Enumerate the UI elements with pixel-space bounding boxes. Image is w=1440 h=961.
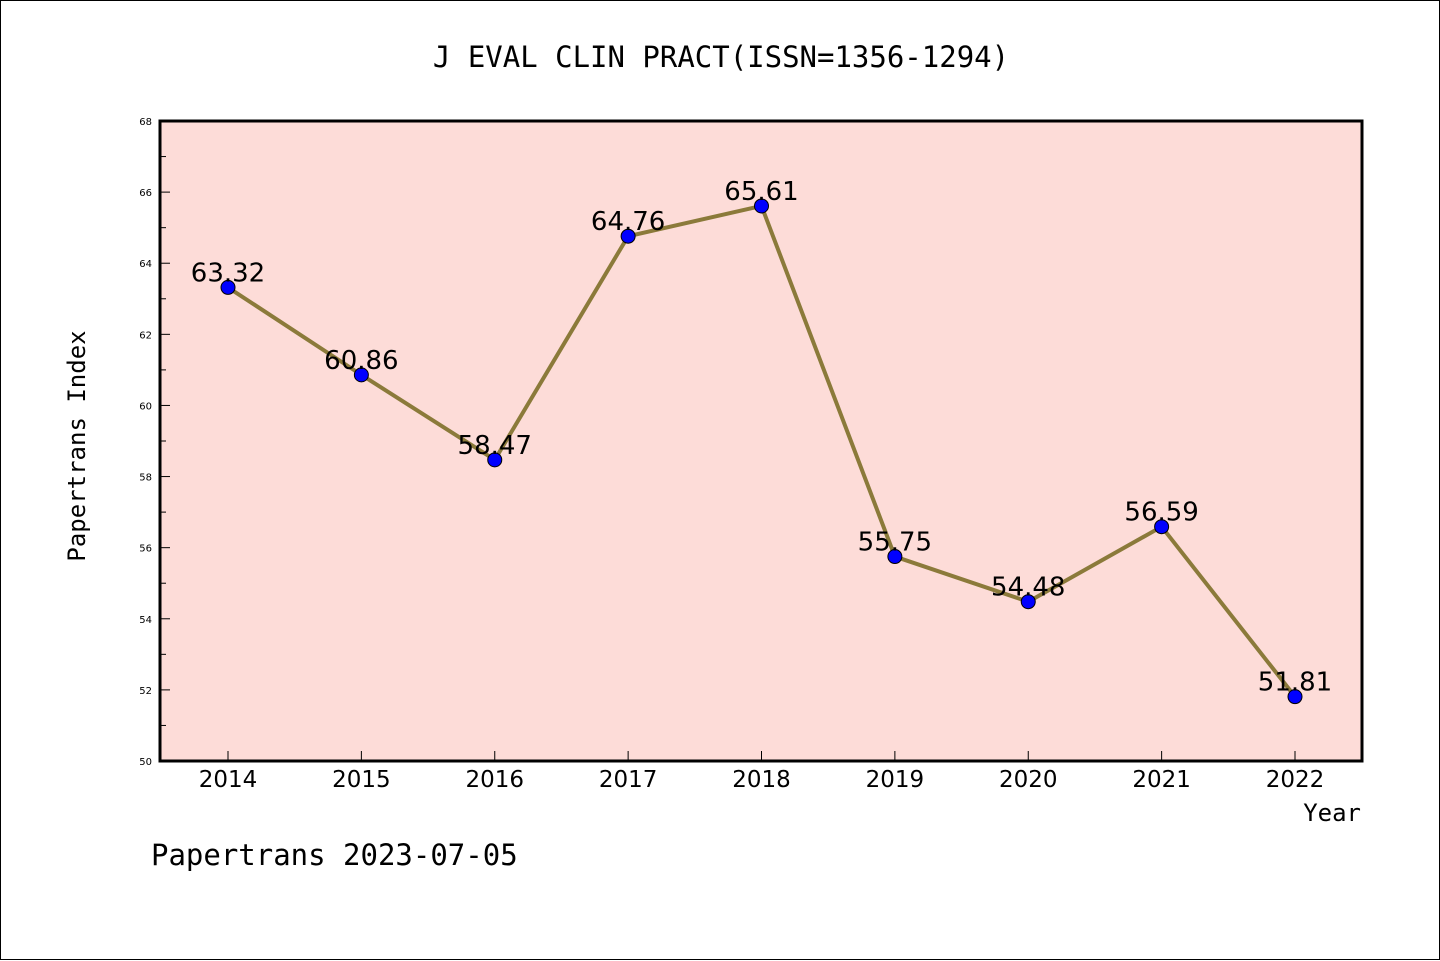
data-point <box>220 279 236 295</box>
y-tick-label: 58 <box>139 473 152 484</box>
y-tick-label: 54 <box>139 615 152 626</box>
x-tick-label: 2017 <box>599 767 658 793</box>
plot-area <box>158 119 1364 763</box>
x-tick-label: 2018 <box>732 767 791 793</box>
data-label: 64.76 <box>591 207 665 237</box>
y-tick-label: 52 <box>139 686 152 697</box>
data-point <box>1287 689 1303 705</box>
x-axis-title: Year <box>1303 799 1361 827</box>
data-point <box>353 367 369 383</box>
data-label: 63.32 <box>191 258 265 288</box>
x-tick-label: 2019 <box>866 767 925 793</box>
x-tick-label: 2021 <box>1132 767 1191 793</box>
data-point <box>487 452 503 468</box>
data-label: 51.81 <box>1258 668 1332 698</box>
x-tick-label: 2016 <box>465 767 524 793</box>
chart-title: J EVAL CLIN PRACT(ISSN=1356-1294) <box>433 40 1009 74</box>
data-label: 54.48 <box>991 573 1065 603</box>
y-axis-title: Papertrans Index <box>63 330 91 561</box>
footer-source-date: Papertrans 2023-07-05 <box>151 838 518 872</box>
y-tick-label: 64 <box>139 259 152 270</box>
x-tick-label: 2020 <box>999 767 1058 793</box>
x-tick-label: 2022 <box>1266 767 1325 793</box>
data-label: 55.75 <box>858 528 932 558</box>
data-point <box>1154 519 1170 535</box>
series-group: 63.32 60.86 58.47 64.76 65.61 55.75 54.48 56.59… <box>191 177 1332 705</box>
data-point <box>754 198 769 214</box>
x-axis-ticks: 2014 2015 2016 2017 2018 2019 2020 2021 2022 <box>199 751 1325 793</box>
data-point <box>887 549 903 565</box>
data-point <box>1020 594 1036 610</box>
y-axis-ticks: 50 52 54 56 58 60 62 64 66 68 <box>139 117 170 768</box>
y-tick-label: 56 <box>139 544 152 555</box>
data-label: 58.47 <box>458 431 532 461</box>
data-label: 60.86 <box>324 346 398 376</box>
y-tick-label: 60 <box>139 401 152 412</box>
y-tick-label: 62 <box>139 330 152 341</box>
data-point <box>620 228 636 244</box>
x-tick-label: 2014 <box>199 767 258 793</box>
x-tick-label: 2015 <box>332 767 391 793</box>
data-label: 56.59 <box>1124 498 1198 528</box>
y-tick-label: 68 <box>139 117 152 128</box>
y-tick-label: 50 <box>139 757 152 768</box>
data-label: 65.61 <box>724 177 798 207</box>
y-tick-label: 66 <box>139 188 152 199</box>
